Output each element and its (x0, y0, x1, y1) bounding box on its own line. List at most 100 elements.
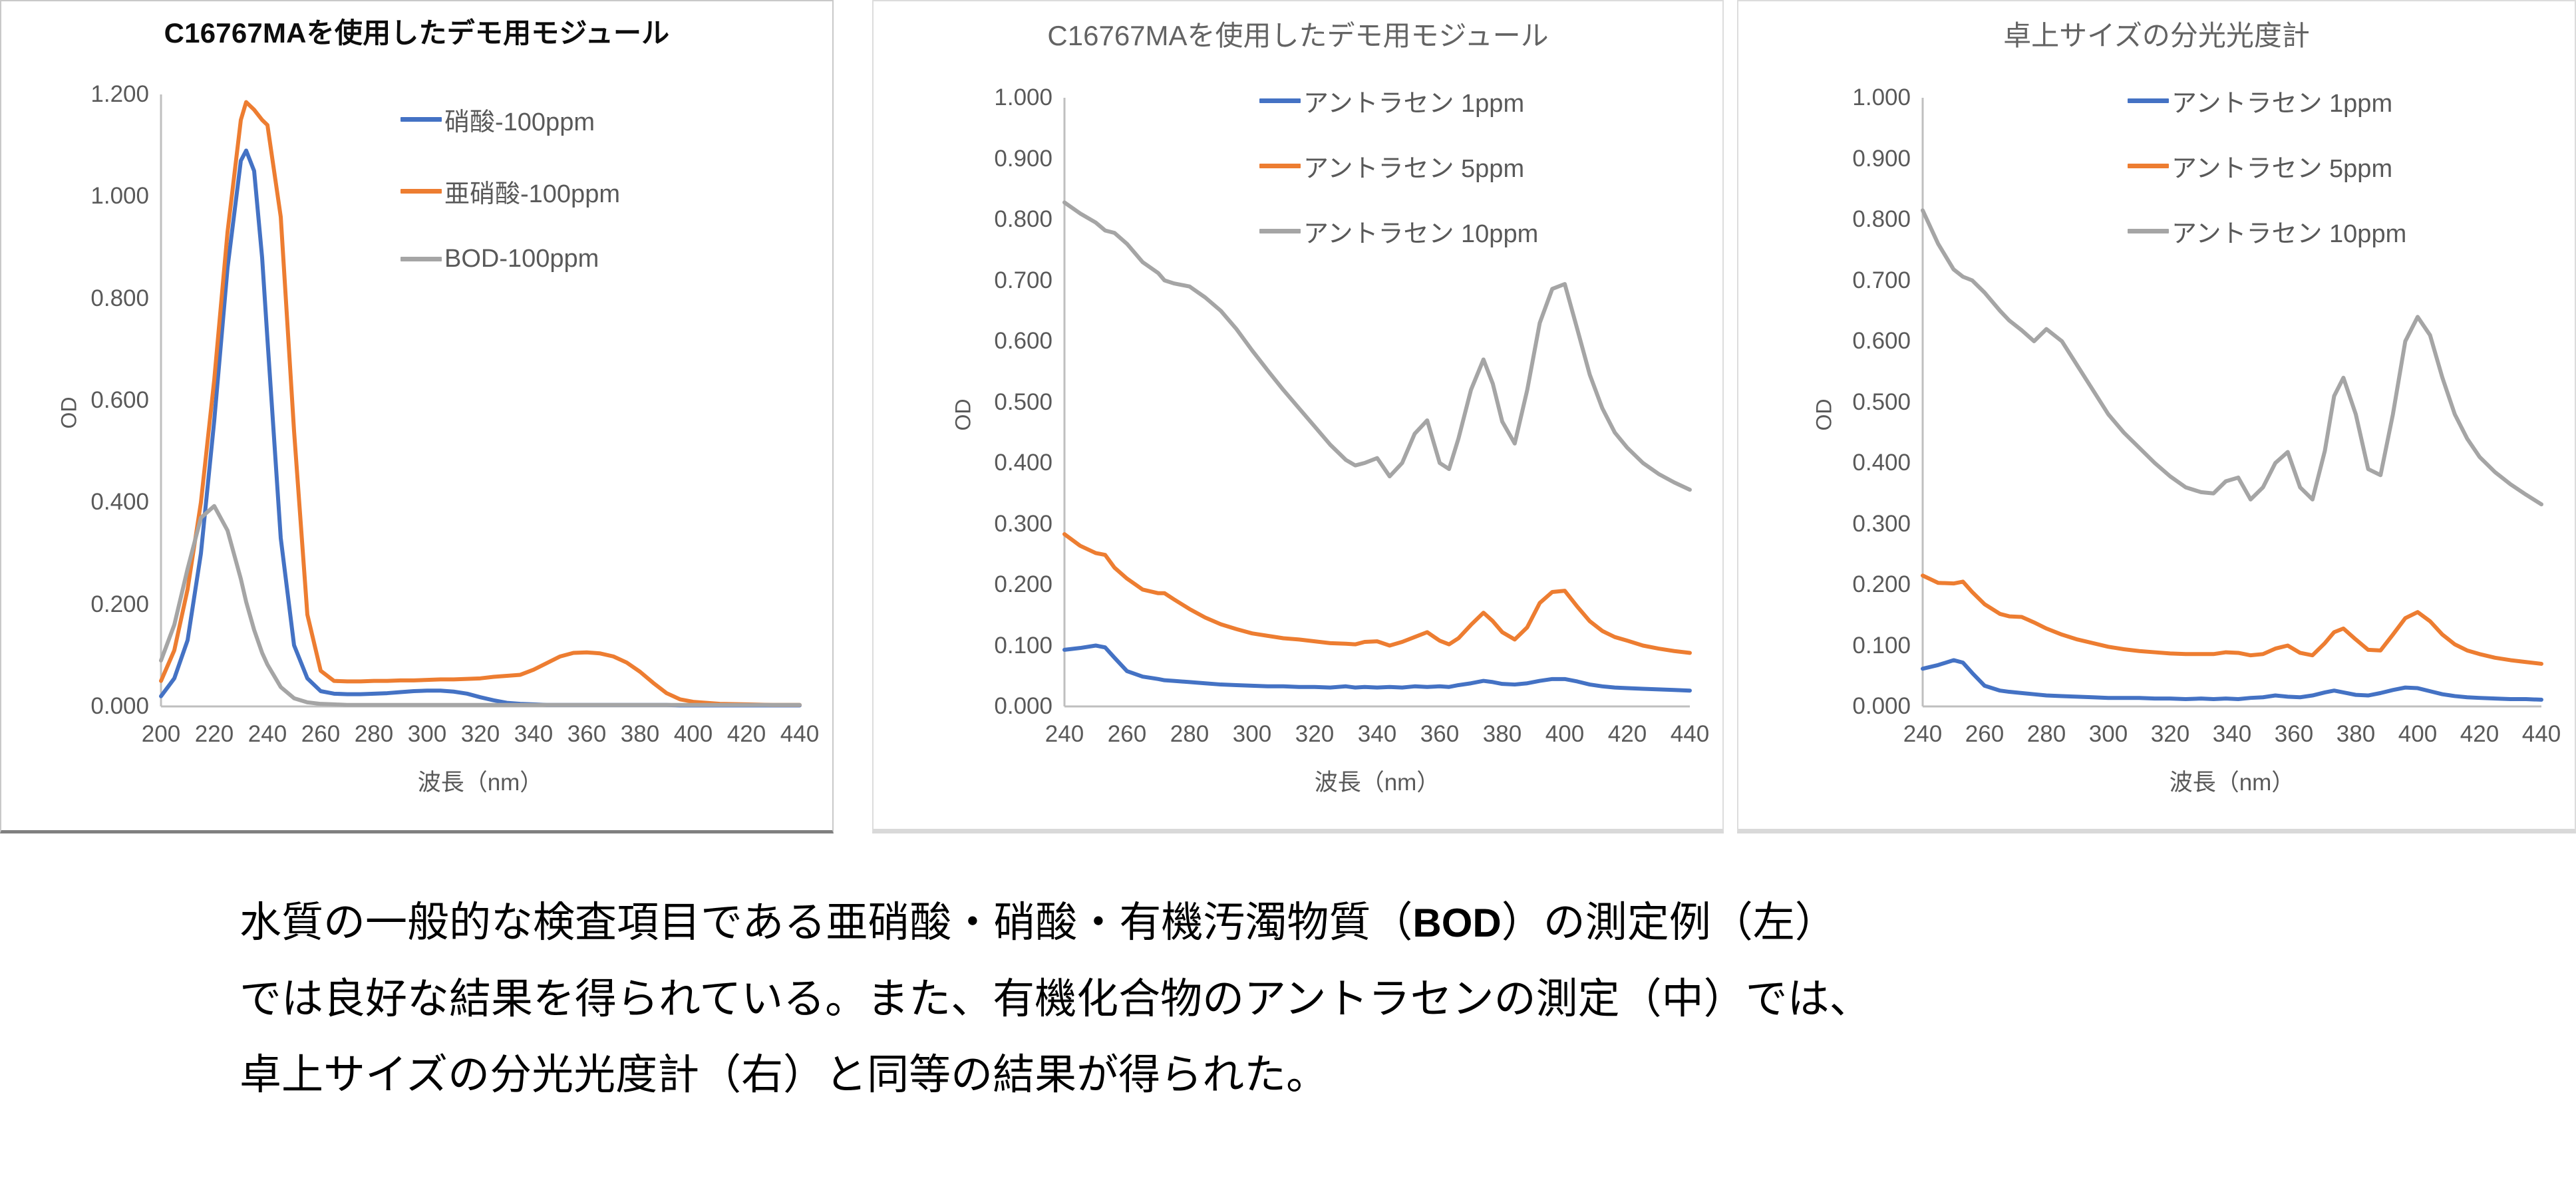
x-axis-tick-label: 280 (1170, 721, 1209, 747)
legend-swatch-icon (1259, 98, 1301, 103)
x-axis-tick-label: 380 (620, 721, 660, 747)
y-axis-tick-label: 0.200 (1852, 571, 1911, 597)
y-axis-tick-label: 0.900 (1852, 145, 1911, 172)
y-axis-title-left: OD (57, 396, 81, 429)
legend-item: アントラセン 1ppm (2128, 82, 2406, 119)
y-axis-tick-label: 0.000 (90, 693, 149, 719)
x-axis-tick-label: 440 (1670, 721, 1710, 747)
x-axis-tick-label: 400 (1545, 721, 1585, 747)
y-axis-tick-label: 0.500 (1852, 388, 1911, 415)
x-axis-tick-label: 260 (1107, 721, 1147, 747)
x-axis-tick-label: 380 (1482, 721, 1522, 747)
legend-swatch-icon (1259, 164, 1301, 168)
series-line (159, 504, 802, 707)
y-axis-tick-label: 0.200 (90, 591, 149, 617)
legend-swatch-icon (2128, 98, 2169, 103)
x-axis-tick-label: 240 (1903, 721, 1943, 747)
y-axis-title-middle: OD (951, 398, 975, 430)
y-axis-tick-label: 1.000 (1852, 84, 1911, 110)
legend-item: 硝酸-100ppm (401, 101, 620, 138)
legend-label: アントラセン 10ppm (2172, 220, 2407, 248)
caption-line-1-a: 水質の一般的な検査項目である亜硝酸・硝酸・有機汚濁物質（ (240, 899, 1413, 946)
x-axis-tick-label: 240 (1045, 721, 1084, 747)
caption-line-3: 卓上サイズの分光光度計（右）と同等の結果が得られた。 (240, 1052, 1329, 1098)
legend-item: アントラセン 10ppm (2128, 213, 2406, 249)
legend-right: アントラセン 1ppm アントラセン 5ppm アントラセン 10ppm (2128, 82, 2406, 249)
plot-area-right: OD 波長（nm） 1.000 0.900 0.800 0.700 0.600 0.500… (1812, 84, 2561, 796)
y-axis-tick-label: 0.300 (994, 510, 1052, 537)
x-axis-title-right: 波長（nm） (2169, 770, 2295, 796)
x-axis-tick-label: 440 (2521, 721, 2561, 747)
y-axis-tick-label: 0.600 (90, 387, 149, 413)
caption-block: 水質の一般的な検査項目である亜硝酸・硝酸・有機汚濁物質（BOD）の測定例（左） … (240, 885, 2435, 1113)
x-axis-tick-label: 340 (514, 721, 554, 747)
legend-left: 硝酸-100ppm 亜硝酸-100ppm BOD-100ppm (401, 101, 620, 273)
legend-label: アントラセン 1ppm (1303, 90, 1525, 118)
chart-title-left: C16767MAを使用したデモ用モジュール (164, 17, 670, 49)
y-axis-tick-label: 1.000 (90, 183, 149, 210)
chart-title-right: 卓上サイズの分光光度計 (2003, 20, 2310, 51)
legend-swatch-icon (401, 117, 442, 122)
legend-swatch-icon (2128, 164, 2169, 168)
x-axis-tick-label: 300 (2088, 721, 2128, 747)
y-axis-tick-label: 0.300 (1852, 510, 1911, 537)
plot-area-middle: OD 波長（nm） 1.000 0.900 0.800 0.700 0.600 0.500… (951, 84, 1710, 796)
y-axis-tick-label: 0.000 (1852, 693, 1911, 719)
legend-swatch-icon (401, 257, 442, 261)
legend-swatch-icon (2128, 229, 2169, 233)
chart-svg (159, 94, 802, 708)
legend-label: 硝酸-100ppm (444, 108, 595, 136)
y-axis-tick-label: 0.900 (994, 145, 1052, 172)
x-axis-tick-label: 200 (141, 721, 181, 747)
y-axis-tick-label: 0.500 (994, 388, 1052, 415)
plot-area-left: OD 波長（nm） 1.200 1.000 0.800 0.600 0.400 0.200… (57, 81, 820, 796)
x-axis-tick-label: 420 (2460, 721, 2499, 747)
y-axis-tick-label: 0.700 (1852, 267, 1911, 293)
x-axis-title-left: 波長（nm） (417, 770, 544, 796)
y-axis-tick-label: 0.400 (90, 489, 149, 516)
caption-bod-term: BOD (1412, 901, 1502, 945)
x-axis-tick-label: 400 (2398, 721, 2438, 747)
series-line (1921, 573, 2543, 666)
y-axis-tick-label: 1.200 (90, 81, 149, 107)
x-axis-tick-label: 360 (567, 721, 607, 747)
legend-item: アントラセン 1ppm (1259, 82, 1538, 119)
x-axis-tick-label: 360 (1420, 721, 1460, 747)
legend-item: BOD-100ppm (401, 245, 620, 273)
x-axis-tick-label: 260 (301, 721, 341, 747)
x-axis-tick-label: 380 (2336, 721, 2376, 747)
x-axis-tick-label: 400 (673, 721, 713, 747)
legend-item: 亜硝酸-100ppm (401, 173, 620, 210)
series-line (1062, 643, 1692, 693)
chart-card-right: 卓上サイズの分光光度計 OD 波長（nm） 1.000 0.900 0.800 0.7… (1737, 0, 2576, 833)
legend-label: アントラセン 10ppm (1303, 220, 1539, 248)
x-axis-tick-label: 420 (1607, 721, 1647, 747)
chart-title-middle: C16767MAを使用したデモ用モジュール (1047, 20, 1549, 51)
series-line (1062, 532, 1692, 655)
x-axis-tick-label: 320 (460, 721, 500, 747)
legend-label: 亜硝酸-100ppm (444, 180, 620, 208)
y-axis-tick-label: 1.000 (994, 84, 1052, 110)
legend-label: BOD-100ppm (444, 245, 599, 273)
legend-swatch-icon (1259, 229, 1301, 233)
series-line (1062, 200, 1692, 492)
chart-card-middle: C16767MAを使用したデモ用モジュール OD 波長（nm） 1.000 0.9… (872, 0, 1724, 833)
chart-card-left: C16767MAを使用したデモ用モジュール OD 波長（nm） 1.200 1.0… (0, 0, 834, 833)
x-axis-tick-label: 340 (1357, 721, 1397, 747)
series-line (1921, 658, 2543, 702)
caption-line-1: 水質の一般的な検査項目である亜硝酸・硝酸・有機汚濁物質（BOD）の測定例（左） (240, 885, 2435, 961)
caption-line-2: では良好な結果を得られている。また、有機化合物のアントラセンの測定（中）では、 (240, 976, 1871, 1022)
legend-label: アントラセン 5ppm (1303, 155, 1525, 183)
x-axis-tick-label: 440 (780, 721, 820, 747)
x-axis-tick-label: 260 (1965, 721, 2005, 747)
legend-item: アントラセン 10ppm (1259, 213, 1538, 249)
y-axis-title-right: OD (1812, 398, 1836, 430)
x-axis-tick-label: 280 (2026, 721, 2066, 747)
y-axis-tick-label: 0.600 (994, 328, 1052, 354)
caption-line-1-c: ）の測定例（左） (1501, 899, 1837, 946)
series-line (1921, 208, 2543, 507)
y-axis-tick-label: 0.000 (994, 693, 1052, 719)
x-axis-title-middle: 波長（nm） (1314, 770, 1440, 796)
x-axis-tick-label: 320 (1295, 721, 1335, 747)
